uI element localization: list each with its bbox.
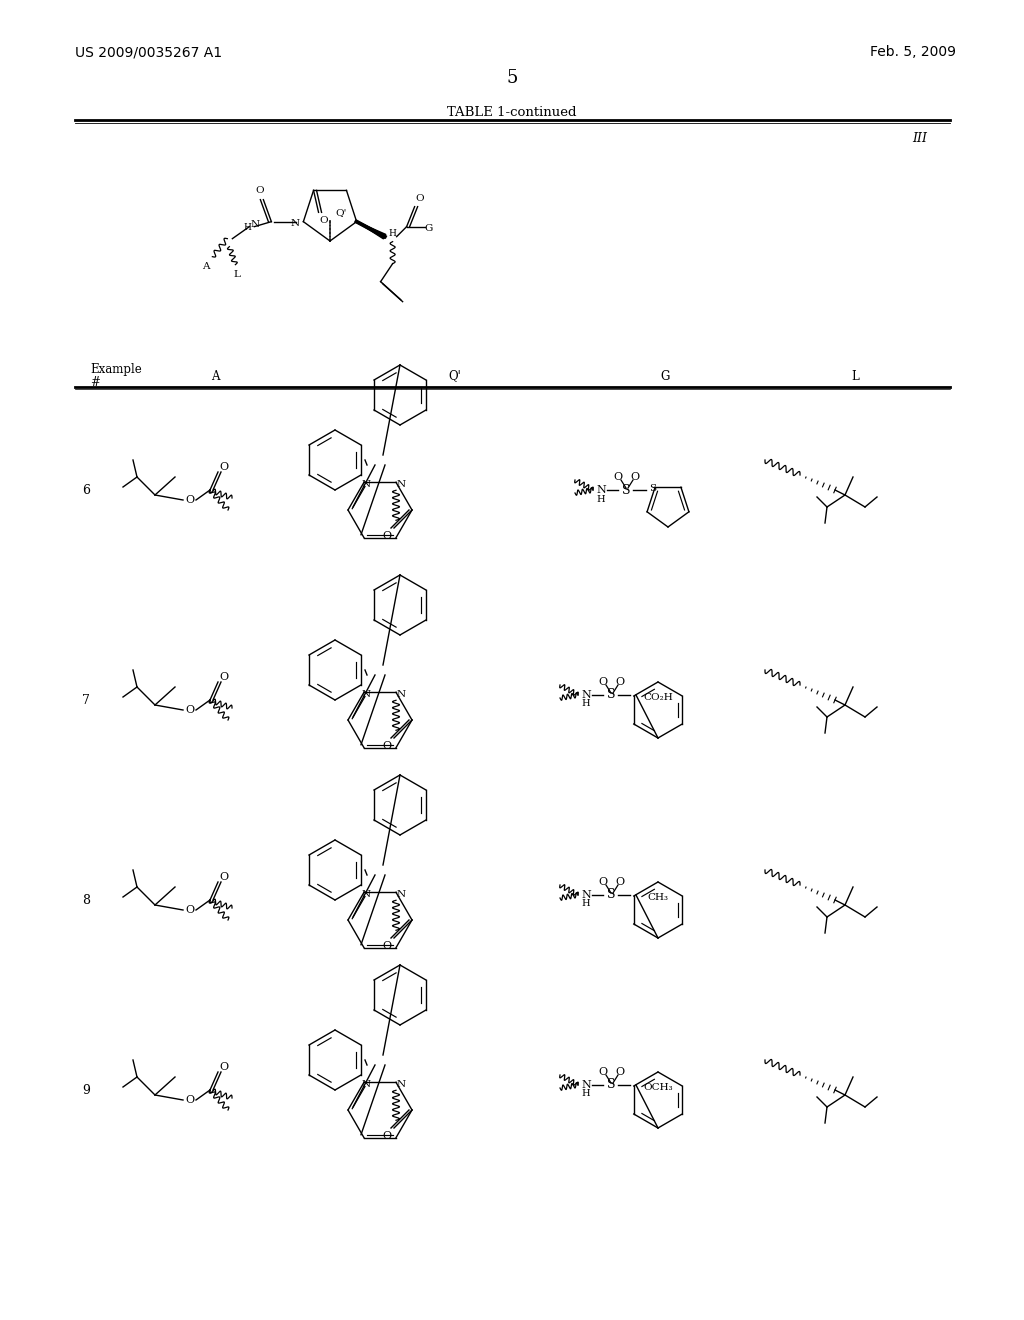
Text: 6: 6 (82, 483, 90, 496)
Text: O: O (598, 1067, 607, 1077)
Text: S: S (607, 689, 615, 701)
Text: O: O (382, 941, 391, 950)
Text: O: O (615, 1067, 625, 1077)
Text: O: O (631, 473, 640, 482)
Text: O: O (382, 741, 391, 751)
Text: O: O (185, 495, 195, 506)
Text: 8: 8 (82, 894, 90, 907)
Text: O: O (255, 186, 264, 195)
Text: CH₃: CH₃ (647, 894, 669, 903)
Text: H: H (389, 230, 396, 238)
Text: N: N (582, 690, 591, 700)
Text: Feb. 5, 2009: Feb. 5, 2009 (870, 45, 956, 59)
Text: #: # (90, 376, 100, 389)
Text: Example: Example (90, 363, 141, 376)
Text: L: L (233, 271, 241, 279)
Text: OCH₃: OCH₃ (643, 1084, 673, 1093)
Text: A: A (202, 263, 209, 271)
Text: N: N (361, 1080, 371, 1089)
Text: N: N (396, 479, 406, 488)
Text: O: O (598, 876, 607, 887)
Text: G: G (660, 370, 670, 383)
Text: 5: 5 (506, 69, 518, 87)
Text: O: O (615, 876, 625, 887)
Text: O: O (598, 677, 607, 686)
Text: O: O (185, 906, 195, 915)
Text: H: H (582, 700, 590, 709)
Text: N: N (291, 219, 300, 228)
Text: O: O (219, 1063, 228, 1072)
Text: O: O (185, 1096, 195, 1105)
Text: N: N (582, 1080, 591, 1090)
Text: O: O (382, 1131, 391, 1140)
Text: Q': Q' (335, 209, 346, 218)
Text: O: O (319, 216, 328, 224)
Text: H: H (582, 1089, 590, 1098)
Text: O: O (219, 462, 228, 473)
Text: O: O (382, 531, 391, 541)
Text: 9: 9 (82, 1084, 90, 1097)
Text: O: O (185, 705, 195, 715)
Text: N: N (396, 1080, 406, 1089)
Text: G: G (424, 224, 433, 234)
Text: TABLE 1-continued: TABLE 1-continued (447, 106, 577, 119)
Polygon shape (356, 222, 386, 239)
Text: H: H (244, 223, 251, 232)
Text: O: O (613, 473, 623, 482)
Text: O: O (219, 672, 228, 682)
Text: US 2009/0035267 A1: US 2009/0035267 A1 (75, 45, 222, 59)
Text: N: N (251, 220, 260, 230)
Text: H: H (582, 899, 590, 908)
Text: O: O (615, 677, 625, 686)
Text: O: O (219, 873, 228, 882)
Text: N: N (396, 690, 406, 698)
Text: S: S (649, 483, 656, 492)
Text: S: S (607, 888, 615, 902)
Text: A: A (211, 370, 219, 383)
Text: N: N (361, 890, 371, 899)
Text: L: L (851, 370, 859, 383)
Text: N: N (361, 479, 371, 488)
Text: O: O (416, 194, 424, 203)
Text: Q': Q' (449, 370, 462, 383)
Text: S: S (622, 483, 630, 496)
Text: N: N (396, 890, 406, 899)
Text: S: S (607, 1078, 615, 1092)
Text: CO₂H: CO₂H (643, 693, 673, 702)
Text: N: N (361, 690, 371, 698)
Text: III: III (912, 132, 928, 144)
Text: H: H (597, 495, 605, 503)
Text: 7: 7 (82, 693, 90, 706)
Text: N: N (596, 484, 606, 495)
Text: N: N (582, 890, 591, 900)
